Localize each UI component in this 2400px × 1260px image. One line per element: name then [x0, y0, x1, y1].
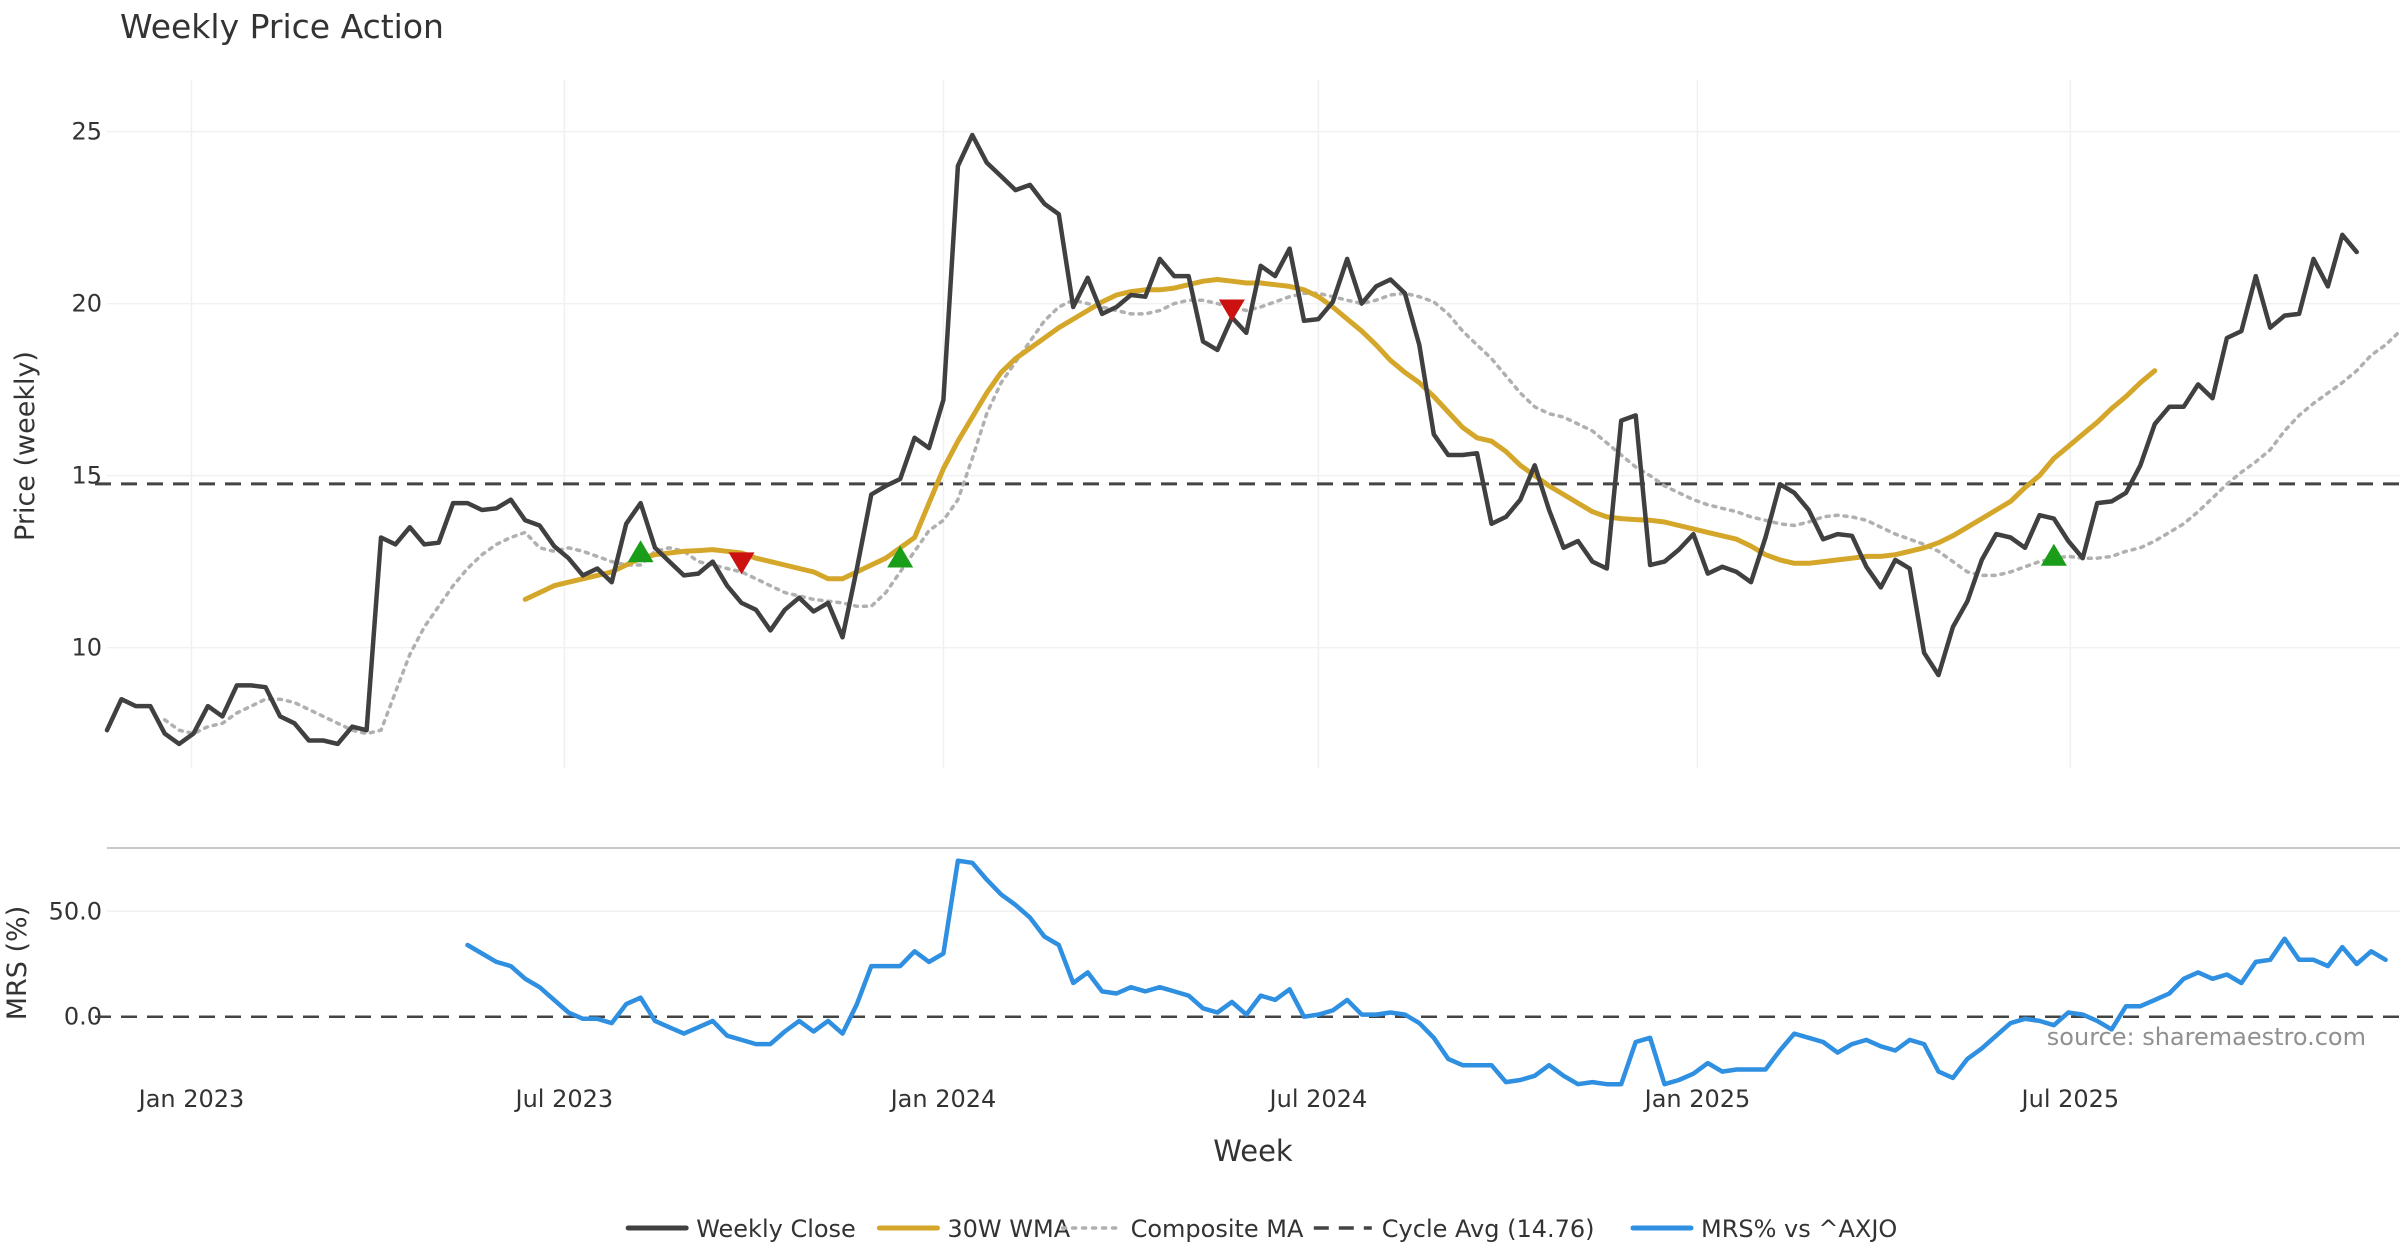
legend-label: Cycle Avg (14.76) — [1382, 1215, 1595, 1243]
x-tick-label: Jan 2025 — [1643, 1085, 1751, 1113]
series-mrs-vs-axjo — [465, 858, 2388, 1087]
legend-item: 30W WMA — [876, 1215, 1071, 1243]
buy-signal-marker — [887, 545, 914, 568]
x-axis-label: Week — [1213, 1134, 1293, 1168]
chart-title: Weekly Price Action — [120, 7, 444, 46]
price-y-tick-label: 10 — [71, 634, 102, 662]
legend-label: 30W WMA — [947, 1215, 1070, 1243]
series-30w-wma — [522, 277, 2158, 602]
legend-label: MRS% vs ^AXJO — [1701, 1215, 1897, 1243]
legend-label: Weekly Close — [696, 1215, 856, 1243]
buy-signal-marker — [2040, 543, 2067, 566]
price-y-tick-label: 25 — [71, 118, 102, 146]
sell-signal-marker — [1218, 299, 1245, 322]
legend-item: Composite MA — [1060, 1215, 1304, 1243]
source-annotation: source: sharemaestro.com — [2047, 1023, 2366, 1051]
legend-label: Composite MA — [1131, 1215, 1304, 1243]
legend: Weekly Close 30W WMA Composite MA Cycle Avg… — [625, 1215, 1897, 1243]
legend-item: MRS% vs ^AXJO — [1630, 1215, 1897, 1243]
x-tick-label: Jan 2024 — [889, 1085, 997, 1113]
x-tick-label: Jul 2024 — [1268, 1085, 1368, 1113]
legend-item: Cycle Avg (14.76) — [1313, 1215, 1595, 1243]
price-y-tick-label: 20 — [71, 290, 102, 318]
legend-item: Weekly Close — [625, 1215, 856, 1243]
price-y-tick-label: 15 — [71, 462, 102, 490]
buy-signal-marker — [627, 540, 654, 563]
x-tick-label: Jul 2023 — [514, 1085, 614, 1113]
price-y-axis-label: Price (weekly) — [10, 351, 41, 541]
x-axis-ticks: Jan 2023 Jul 2023 Jan 2024 Jul 2024 Jan 2025… — [137, 1085, 2120, 1113]
mrs-series — [95, 858, 2400, 1087]
mrs-y-tick-label: 50.0 — [49, 897, 102, 925]
sell-signal-marker — [728, 552, 755, 575]
x-tick-label: Jan 2023 — [137, 1085, 245, 1113]
series-composite-ma — [162, 291, 2400, 736]
price-y-ticks: 10 15 20 25 — [71, 118, 102, 662]
x-tick-label: Jul 2025 — [2020, 1085, 2120, 1113]
price-markers — [627, 299, 2067, 575]
mrs-y-axis-label: MRS (%) — [2, 906, 33, 1021]
